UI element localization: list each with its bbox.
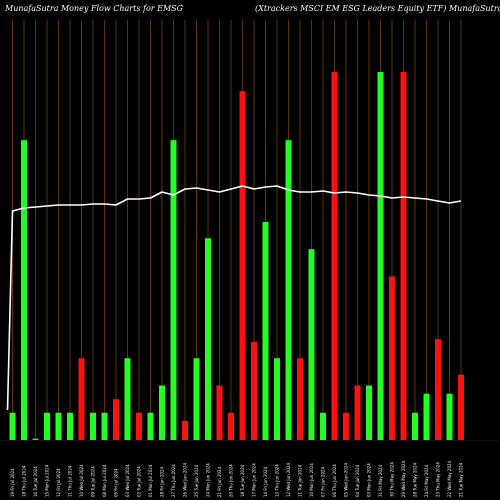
bar xyxy=(32,438,39,440)
bar xyxy=(21,140,27,441)
bar xyxy=(239,91,246,440)
x-tick-label: 17 Mon Jun 2024 xyxy=(252,463,257,497)
bar xyxy=(446,393,453,440)
x-tick-label: 30 Thu May 2024 xyxy=(390,462,395,497)
bar xyxy=(377,72,384,440)
x-tick-label: 22 Wed May 2024 xyxy=(447,460,452,497)
x-tick-label: 13 Thu Jun 2024 xyxy=(275,464,280,497)
x-tick-label: 01 Mon Jul 2024 xyxy=(148,464,153,497)
bar xyxy=(170,140,177,441)
x-tick-label: 24 Mon Jun 2024 xyxy=(206,463,211,497)
x-tick-label: 20 Thu Jun 2024 xyxy=(229,464,234,497)
x-tick-label: 08 Mon Jul 2024 xyxy=(102,464,107,497)
x-tick-label: 19 Fri Jul 2024 xyxy=(10,468,15,497)
x-tick-label: 29 Wed May 2024 xyxy=(401,460,406,497)
bar xyxy=(136,412,142,440)
bar-series xyxy=(9,72,464,441)
bar xyxy=(55,412,62,440)
bar xyxy=(458,374,464,440)
bar xyxy=(389,276,395,440)
bar xyxy=(113,399,119,440)
bar xyxy=(205,238,211,440)
bar xyxy=(147,412,154,440)
x-tick-label: 25 Tue Jun 2024 xyxy=(194,464,199,497)
x-tick-label: 05 Fri Jul 2024 xyxy=(114,468,119,497)
x-tick-label: 16 Tue Jul 2024 xyxy=(33,466,38,497)
x-tick-label: 11 Tue Jun 2024 xyxy=(298,464,303,497)
x-tick-label: 21 Tue May 2024 xyxy=(459,462,464,497)
bar xyxy=(9,412,16,440)
bar xyxy=(423,393,430,440)
chart-subtitle: (Xtrackers MSCI EM ESG Leaders Equity ET… xyxy=(255,4,500,13)
x-tick-label: 18 Thu Jul 2024 xyxy=(22,465,27,497)
x-axis-tick-labels: 19 Fri Jul 2024 18 Thu Jul 2024 16 Tue Jul… xyxy=(10,460,464,497)
bar xyxy=(44,412,50,440)
bar xyxy=(308,249,315,440)
x-tick-label: 15 Mon Jul 2024 xyxy=(45,464,50,497)
x-tick-label: 07 Fri Jun 2024 xyxy=(321,466,326,497)
bar xyxy=(124,358,131,440)
x-tick-label: 26 Wed Jun 2024 xyxy=(183,462,188,497)
bar xyxy=(90,412,96,440)
bar xyxy=(251,341,257,440)
chart-title: MunafaSutra Money Flow Charts for EMSG xyxy=(4,4,184,13)
bar xyxy=(320,412,326,440)
bar xyxy=(274,358,280,440)
x-tick-label: 09 Tue Jul 2024 xyxy=(91,466,96,497)
x-tick-label: 12 Wed Jun 2024 xyxy=(286,462,291,497)
x-tick-label: 27 Thu Jun 2024 xyxy=(171,464,176,497)
bar xyxy=(366,385,372,440)
x-tick-label: 05 Wed Jun 2024 xyxy=(344,462,349,497)
bar xyxy=(400,72,407,440)
bar xyxy=(101,412,108,440)
bar xyxy=(67,412,73,440)
x-tick-label: 28 Fri Jun 2024 xyxy=(160,466,165,497)
x-tick-label: 06 Thu Jun 2024 xyxy=(332,464,337,497)
bar xyxy=(193,358,200,440)
x-tick-label: 03 Mon Jun 2024 xyxy=(367,463,372,497)
bar xyxy=(354,385,361,440)
x-tick-label: 11 Thu Jul 2024 xyxy=(68,465,73,497)
x-tick-label: 31 Fri May 2024 xyxy=(378,464,383,497)
bar xyxy=(297,358,303,440)
x-tick-label: 12 Fri Jul 2024 xyxy=(56,468,61,497)
bar xyxy=(216,385,223,440)
bar xyxy=(412,412,418,440)
price-line xyxy=(6,185,462,411)
x-tick-label: 23 Thu May 2024 xyxy=(436,462,441,497)
bar xyxy=(285,140,292,441)
bar xyxy=(435,339,441,440)
x-tick-label: 10 Wed Jul 2024 xyxy=(79,464,84,497)
x-tick-label: 04 Tue Jun 2024 xyxy=(355,464,360,497)
x-tick-label: 03 Wed Jul 2024 xyxy=(125,464,130,497)
x-tick-label: 14 Fri Jun 2024 xyxy=(263,466,268,497)
x-tick-label: 24 Fri May 2024 xyxy=(424,464,429,497)
bar xyxy=(262,221,269,440)
bar xyxy=(159,385,165,440)
x-tick-label: 21 Fri Jun 2024 xyxy=(217,466,222,497)
bar xyxy=(343,412,349,440)
bar xyxy=(182,420,188,440)
bar xyxy=(228,412,234,440)
bar xyxy=(78,358,85,440)
x-tick-label: 28 Tue May 2024 xyxy=(413,462,418,497)
x-tick-label: 02 Tue Jul 2024 xyxy=(137,466,142,497)
x-tick-label: 10 Mon Jun 2024 xyxy=(309,463,314,497)
x-tick-label: 18 Tue Jun 2024 xyxy=(240,464,245,497)
bar xyxy=(331,72,338,440)
